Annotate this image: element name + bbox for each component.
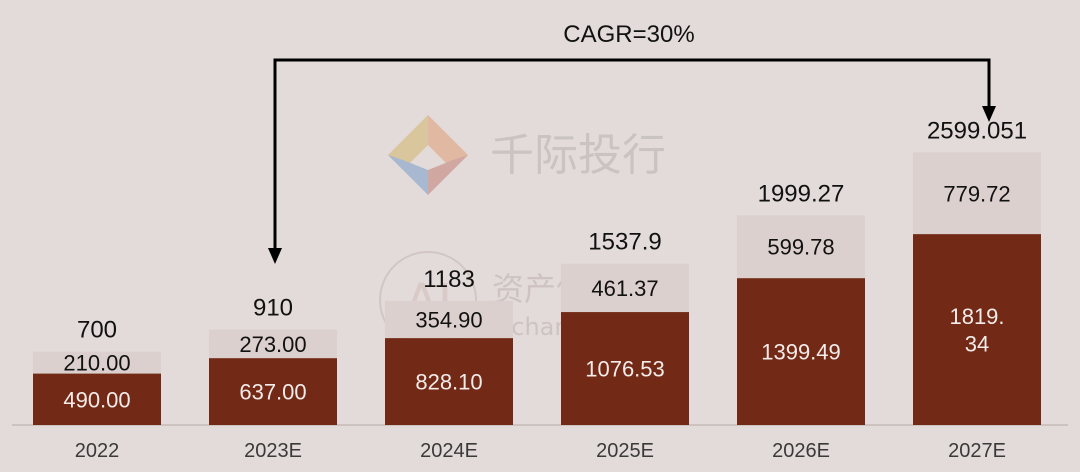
bar-total-2023E: 910	[253, 295, 293, 322]
bar-segment-primary-2025E	[561, 312, 689, 425]
bar-label-secondary-2027E: 779.72	[943, 181, 1010, 206]
x-tick-label-2024E: 2024E	[420, 440, 478, 462]
bar-total-2026E: 1999.27	[758, 180, 845, 207]
x-tick-label-2027E: 2027E	[948, 440, 1006, 462]
bar-total-2022: 700	[77, 317, 117, 344]
bar-label-secondary-2024E: 354.90	[415, 308, 482, 333]
cagr-bracket-line	[273, 58, 991, 249]
bar-label-primary-2022: 490.00	[63, 387, 130, 412]
x-tick-label-2025E: 2025E	[596, 440, 654, 462]
bar-label-secondary-2023E: 273.00	[239, 332, 306, 357]
bar-label-primary-2026E: 1399.49	[761, 340, 841, 365]
x-tick-label-2022: 2022	[75, 440, 120, 462]
bar-label-secondary-2026E: 599.78	[767, 235, 834, 260]
bar-total-2024E: 1183	[423, 266, 475, 293]
bar-segment-secondary-2022	[33, 351, 161, 374]
bar-segment-secondary-2027E	[913, 152, 1041, 235]
cagr-right-arrowhead	[982, 106, 996, 122]
bar-segment-secondary-2023E	[209, 329, 337, 359]
bar-segment-primary-2022	[33, 373, 161, 425]
bar-label-secondary-2022: 210.00	[63, 351, 130, 376]
bar-segment-secondary-2024E	[385, 300, 513, 339]
watermark-logo-text: 千际投行	[490, 130, 666, 181]
bars-layer	[33, 152, 1041, 425]
labels-layer: 490.00 210.00 700 2022 637.00 273.00 910 2023E 8…	[63, 117, 1027, 462]
bar-segment-primary-2027E	[913, 234, 1041, 425]
bar-segment-secondary-2026E	[737, 215, 865, 279]
x-tick-label-2026E: 2026E	[772, 440, 830, 462]
bar-total-2027E: 2599.051	[927, 117, 1027, 144]
bar-total-2025E: 1537.9	[588, 229, 661, 256]
cagr-left-arrowhead	[268, 248, 282, 264]
bar-segment-primary-2024E	[385, 338, 513, 425]
bar-segment-primary-2026E	[737, 278, 865, 425]
watermark-logo: 千际投行	[388, 115, 666, 195]
bar-label-primary-2025E: 1076.53	[585, 357, 665, 382]
x-tick-label-2023E: 2023E	[244, 440, 302, 462]
bar-label-primary-2024E: 828.10	[415, 370, 482, 395]
bar-label-secondary-2025E: 461.37	[591, 276, 658, 301]
bar-label-primary-2027E: 1819. 34	[949, 304, 1004, 357]
cagr-label: CAGR=30%	[563, 21, 694, 48]
bar-segment-secondary-2025E	[561, 263, 689, 313]
cagr-bracket: CAGR=30%	[268, 21, 996, 264]
bar-label-primary-2023E: 637.00	[239, 380, 306, 405]
bar-segment-primary-2023E	[209, 358, 337, 425]
